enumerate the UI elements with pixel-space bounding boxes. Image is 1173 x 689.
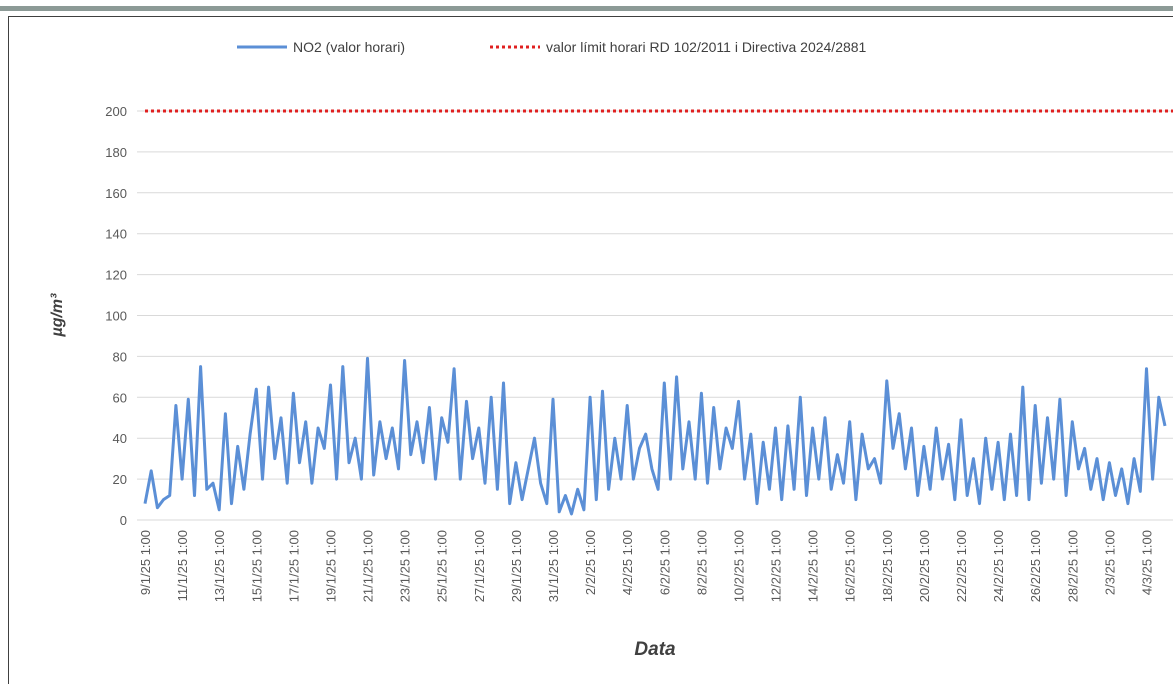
x-tick-label: 10/2/25 1:00	[731, 530, 746, 602]
y-tick-label: 100	[105, 309, 127, 324]
y-tick-label: 0	[120, 513, 127, 528]
x-tick-label: 2/2/25 1:00	[583, 530, 598, 595]
x-tick-label: 26/2/25 1:00	[1028, 530, 1043, 602]
y-tick-label: 180	[105, 145, 127, 160]
x-tick-label: 28/2/25 1:00	[1065, 530, 1080, 602]
x-tick-label: 19/1/25 1:00	[323, 530, 338, 602]
x-tick-label: 21/1/25 1:00	[361, 530, 376, 602]
x-tick-label: 27/1/25 1:00	[472, 530, 487, 602]
legend-label: NO2 (valor horari)	[293, 39, 405, 55]
x-axis-label: Data	[634, 639, 676, 660]
data-line	[145, 358, 1165, 514]
x-tick-label: 2/3/25 1:00	[1102, 530, 1117, 595]
x-tick-label: 23/1/25 1:00	[398, 530, 413, 602]
x-tick-label: 15/1/25 1:00	[249, 530, 264, 602]
x-tick-label: 17/1/25 1:00	[286, 530, 301, 602]
y-tick-label: 120	[105, 268, 127, 283]
x-tick-label: 12/2/25 1:00	[769, 530, 784, 602]
top-bar	[0, 6, 1173, 11]
y-tick-label: 200	[105, 104, 127, 119]
y-axis-label: µg/m³	[49, 293, 66, 338]
x-tick-label: 4/2/25 1:00	[620, 530, 635, 595]
y-tick-label: 60	[113, 390, 127, 405]
y-tick-label: 40	[113, 431, 127, 446]
x-tick-label: 8/2/25 1:00	[694, 530, 709, 595]
y-tick-label: 80	[113, 349, 127, 364]
x-tick-label: 6/2/25 1:00	[657, 530, 672, 595]
x-tick-label: 14/2/25 1:00	[806, 530, 821, 602]
x-tick-label: 24/2/25 1:00	[991, 530, 1006, 602]
x-tick-label: 29/1/25 1:00	[509, 530, 524, 602]
x-tick-label: 9/1/25 1:00	[138, 530, 153, 595]
x-tick-label: 16/2/25 1:00	[843, 530, 858, 602]
y-tick-label: 160	[105, 186, 127, 201]
x-tick-label: 4/3/25 1:00	[1139, 530, 1154, 595]
x-tick-label: 31/1/25 1:00	[546, 530, 561, 602]
x-tick-label: 13/1/25 1:00	[212, 530, 227, 602]
x-tick-label: 18/2/25 1:00	[880, 530, 895, 602]
x-tick-label: 25/1/25 1:00	[435, 530, 450, 602]
y-tick-label: 140	[105, 227, 127, 242]
y-tick-label: 20	[113, 472, 127, 487]
x-tick-label: 11/1/25 1:00	[175, 530, 190, 601]
legend-label: valor límit horari RD 102/2011 i Directi…	[546, 39, 867, 55]
x-tick-label: 22/2/25 1:00	[954, 530, 969, 602]
x-tick-label: 20/2/25 1:00	[917, 530, 932, 602]
